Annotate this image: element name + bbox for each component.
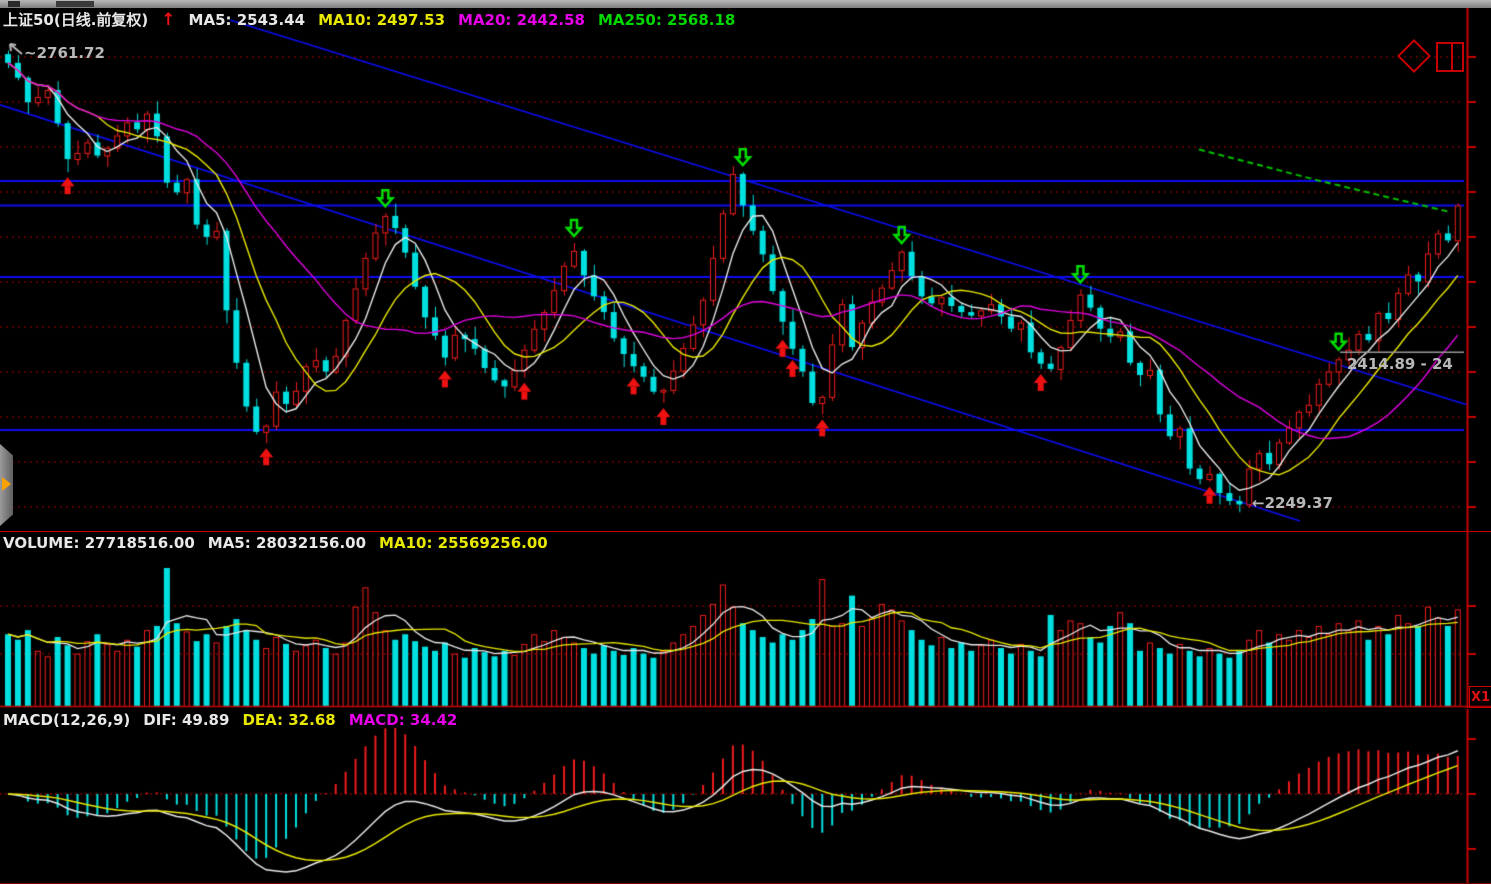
macd-title: MACD(12,26,9) [3, 711, 131, 729]
price-chart-canvas[interactable] [0, 8, 1491, 531]
volume-ma10-value: MA10: 25569256.00 [379, 534, 548, 552]
main-chart-legend: 上证50(日线.前复权) ↑ MA5: 2543.44 MA10: 2497.5… [3, 9, 735, 30]
pane-divider [0, 531, 1491, 532]
drawer-arrow-icon [2, 477, 11, 491]
titlebar-notch [8, 1, 20, 7]
symbol-title: 上证50(日线.前复权) [3, 11, 149, 29]
up-arrow-icon: ↑ [161, 9, 176, 30]
split-window-icon-bar [1451, 44, 1454, 70]
high-price-label: ~2761.72 [24, 44, 105, 62]
macd-pane-header: MACD(12,26,9) DIF: 49.89 DEA: 32.68 MACD… [3, 711, 457, 729]
dif-value: DIF: 49.89 [143, 711, 230, 729]
ma5-value: MA5: 2543.44 [188, 10, 306, 29]
measure-price-label: 2414.89 - 24 [1347, 355, 1453, 373]
low-price-label: ←2249.37 [1252, 494, 1333, 512]
window-titlebar-strip [0, 0, 1491, 8]
volume-value: VOLUME: 27718516.00 [3, 534, 195, 552]
ma10-value: MA10: 2497.53 [318, 10, 446, 29]
macd-chart-canvas[interactable] [0, 709, 1491, 884]
volume-chart-canvas[interactable] [0, 532, 1491, 708]
ma20-value: MA20: 2442.58 [458, 10, 585, 29]
pane-scale-badge[interactable]: X1 [1469, 686, 1491, 708]
macd-value: MACD: 34.42 [348, 711, 458, 729]
sidebar-drawer-handle[interactable] [0, 444, 13, 526]
split-window-icon[interactable] [1436, 42, 1464, 72]
volume-pane-header: VOLUME: 27718516.00 MA5: 28032156.00 MA1… [3, 534, 548, 552]
titlebar-notch [56, 1, 94, 7]
dea-value: DEA: 32.68 [242, 711, 336, 729]
volume-ma5-value: MA5: 28032156.00 [207, 534, 367, 552]
ma250-value: MA250: 2568.18 [597, 10, 736, 29]
